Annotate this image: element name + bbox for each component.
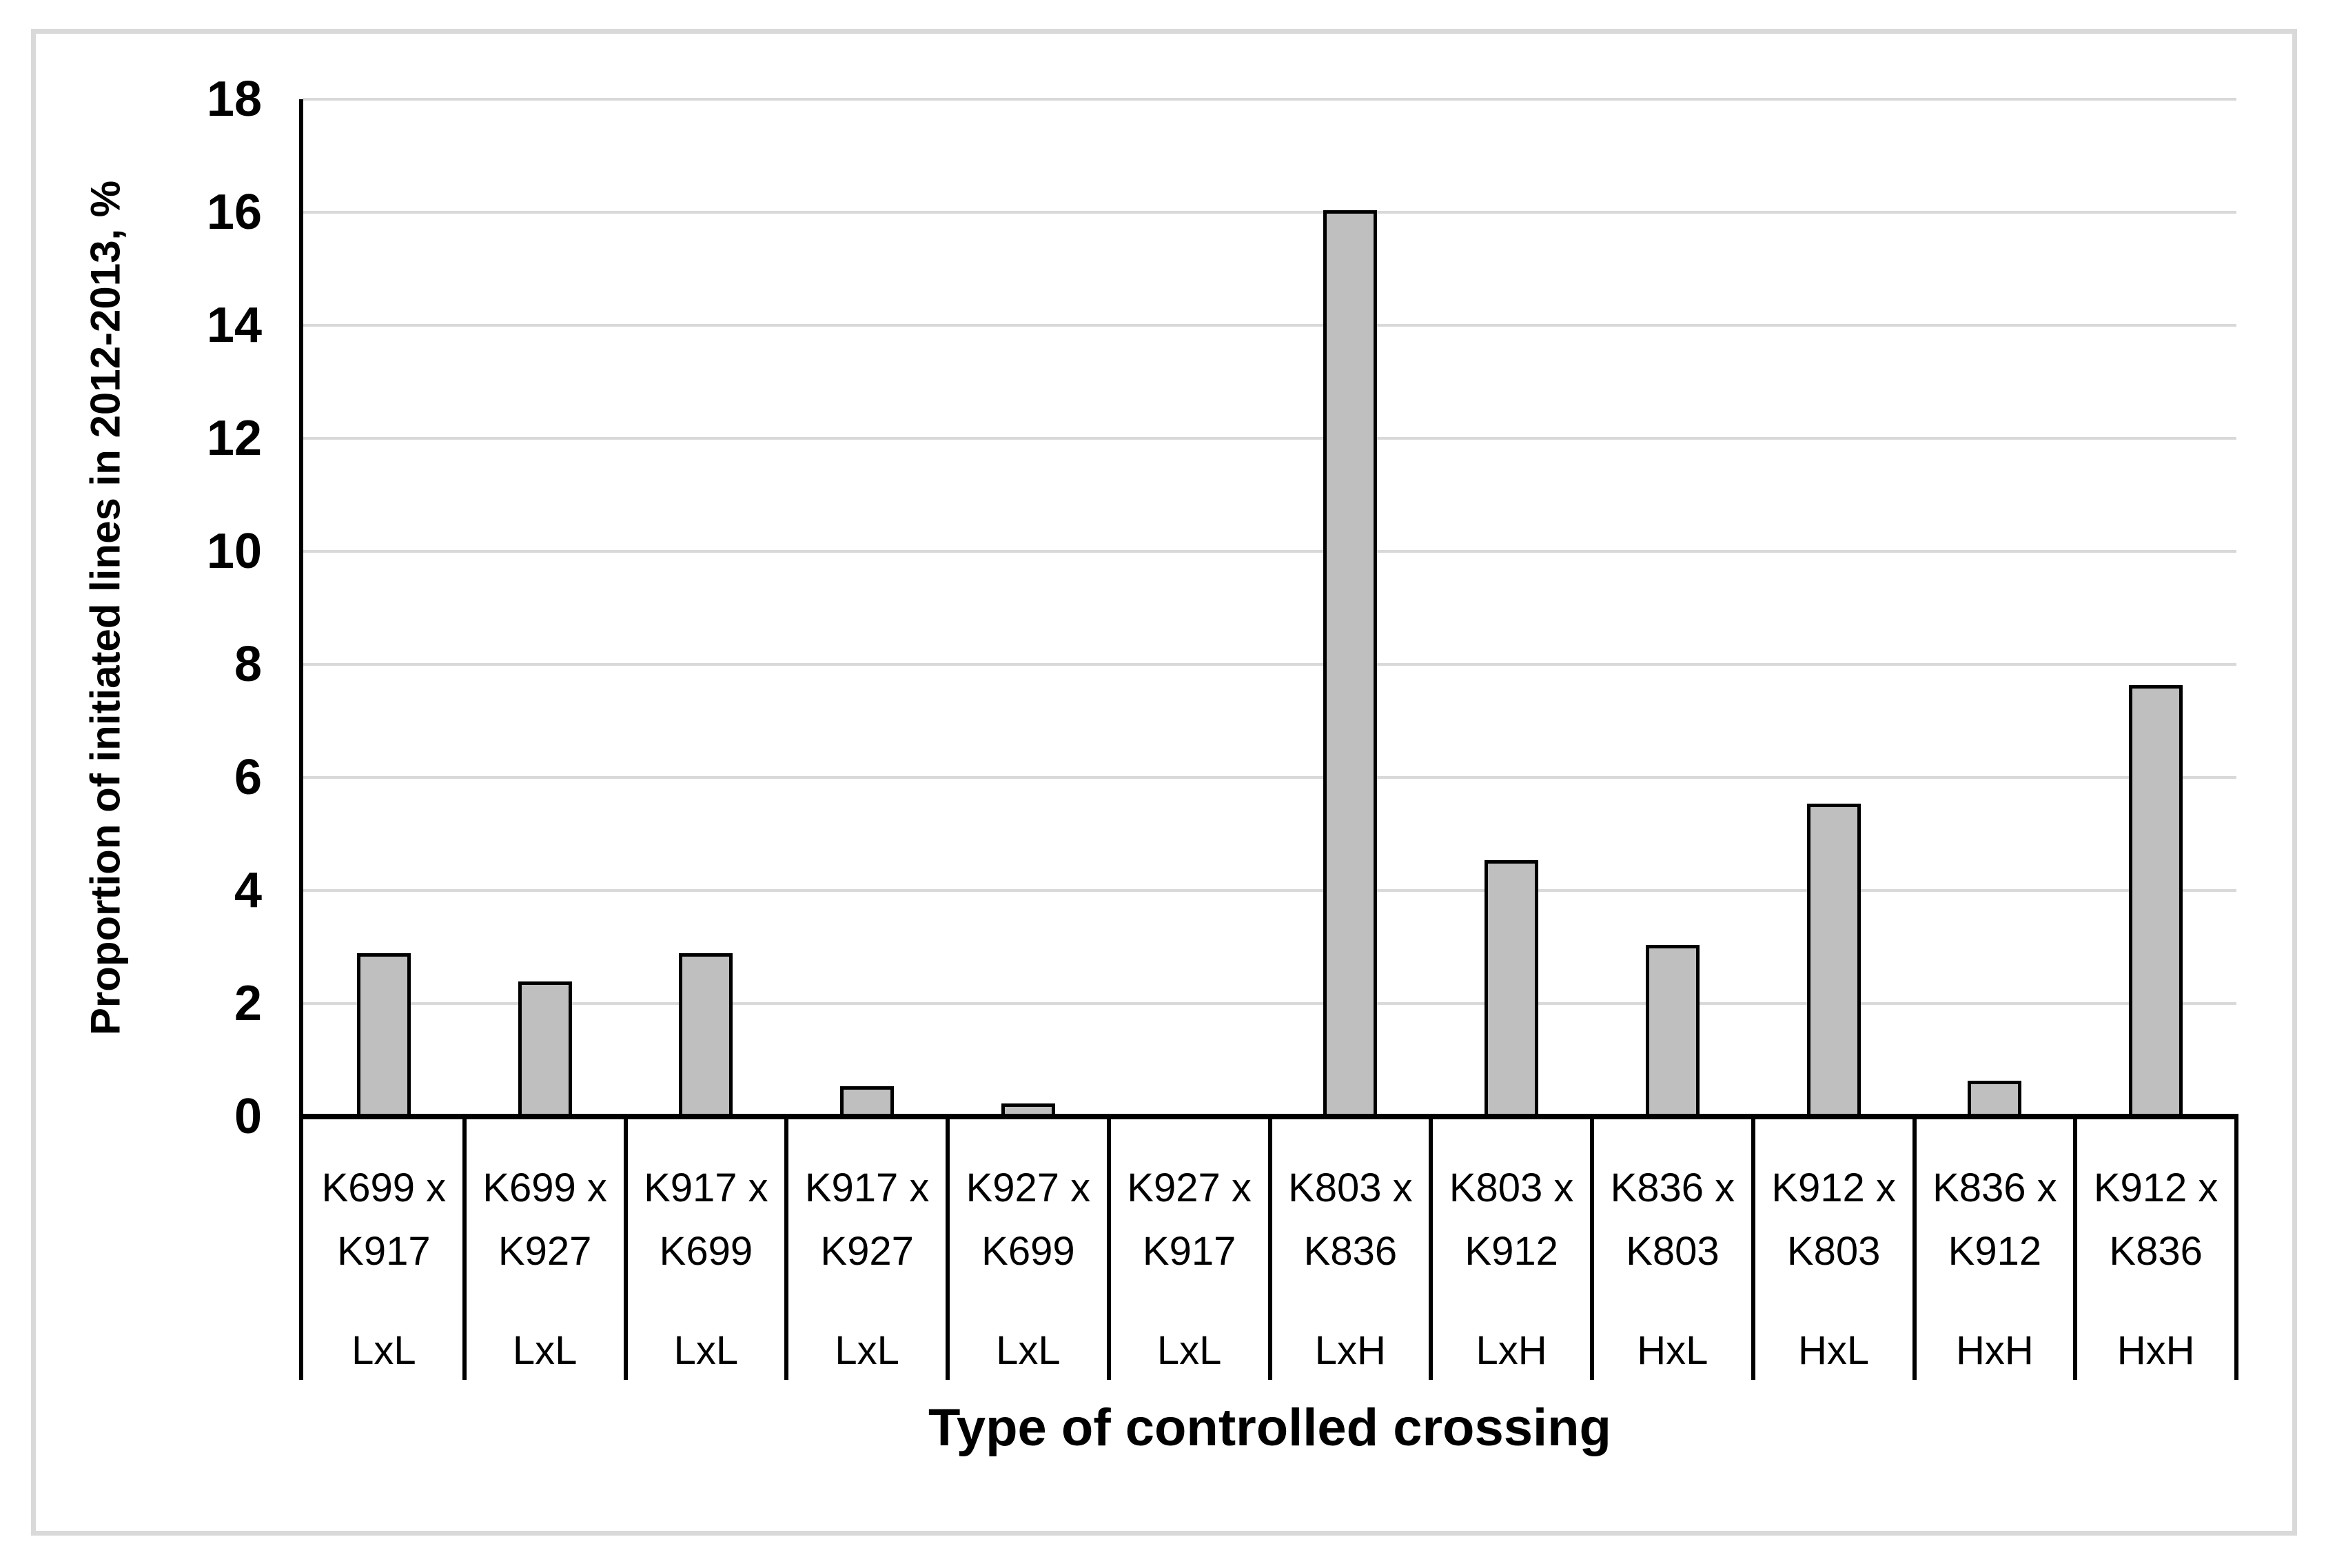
- category-name-line2: K836: [2109, 1229, 2203, 1274]
- category-cell: K917 x K699 LxL: [626, 1117, 787, 1380]
- y-gridline: [303, 324, 2236, 327]
- category-type-label: HxH: [2116, 1328, 2195, 1373]
- category-box-border: [1267, 1117, 1272, 1380]
- category-box-border: [1429, 1117, 1434, 1380]
- category-box-border: [1106, 1117, 1111, 1380]
- category-cell: K803 x K912 LxH: [1431, 1117, 1592, 1380]
- category-name-line1: K836 x: [1610, 1165, 1735, 1210]
- category-name-line1: K927 x: [966, 1165, 1091, 1210]
- bar: [1645, 945, 1700, 1118]
- bar: [2129, 684, 2183, 1118]
- category-type-label: LxL: [512, 1328, 578, 1373]
- category-name-line2: K912: [1948, 1229, 2042, 1274]
- category-type-label: LxH: [1476, 1328, 1547, 1373]
- category-box-border: [1751, 1117, 1755, 1380]
- category-name-line2: K912: [1465, 1229, 1558, 1274]
- y-gridline: [303, 550, 2236, 553]
- category-name-line1: K803 x: [1449, 1165, 1574, 1210]
- category-name-line2: K803: [1786, 1229, 1881, 1274]
- bar: [679, 953, 733, 1118]
- bar: [518, 981, 572, 1118]
- category-name-line1: K699 x: [482, 1165, 607, 1210]
- category-type-label: HxL: [1798, 1328, 1870, 1373]
- category-name-line1: K912 x: [1771, 1165, 1896, 1210]
- y-tick-label: 8: [234, 637, 262, 692]
- category-cell: K836 x K803 HxL: [1592, 1117, 1753, 1380]
- category-name-line2: K699: [659, 1229, 753, 1274]
- y-axis-line: [299, 99, 303, 1380]
- category-cell: K699 x K927 LxL: [465, 1117, 626, 1380]
- category-cell: K917 x K927 LxL: [786, 1117, 948, 1380]
- category-cell: K927 x K699 LxL: [948, 1117, 1109, 1380]
- bar: [1323, 210, 1378, 1118]
- bar: [1806, 804, 1861, 1118]
- category-name-line1: K927 x: [1127, 1165, 1252, 1210]
- x-axis-line: [299, 1114, 2238, 1119]
- category-box-border: [462, 1117, 467, 1380]
- category-name-line2: K699: [981, 1229, 1075, 1274]
- category-type-label: LxL: [1156, 1328, 1222, 1373]
- category-type-label: LxL: [835, 1328, 899, 1373]
- category-name-line2: K836: [1303, 1229, 1398, 1274]
- category-box-border: [1590, 1117, 1594, 1380]
- category-box-border: [784, 1117, 789, 1380]
- category-box-border: [946, 1117, 950, 1380]
- category-name-line1: K912 x: [2093, 1165, 2218, 1210]
- bar: [356, 953, 411, 1118]
- y-tick-label: 14: [206, 298, 262, 353]
- y-gridline: [303, 889, 2236, 892]
- category-cell: K803 x K836 LxH: [1270, 1117, 1431, 1380]
- category-type-label: LxL: [351, 1328, 416, 1373]
- category-name-line2: K803: [1626, 1229, 1720, 1274]
- y-gridline: [303, 211, 2236, 214]
- y-tick-label: 2: [234, 976, 262, 1031]
- category-cell: K836 x K912 HxH: [1915, 1117, 2076, 1380]
- category-box-border: [2073, 1117, 2078, 1380]
- category-cell: K912 x K803 HxL: [1753, 1117, 1915, 1380]
- category-name-line2: K927: [498, 1229, 592, 1274]
- figure-border: [31, 29, 2297, 1536]
- category-cell: K927 x K917 LxL: [1109, 1117, 1270, 1380]
- y-tick-label: 10: [206, 524, 262, 579]
- y-tick-label: 4: [234, 863, 262, 918]
- y-axis-title-wrap: Proportion of initiated lines in 2012-20…: [61, 99, 150, 1117]
- category-cell: K912 x K836 HxH: [2075, 1117, 2236, 1380]
- category-cell: K699 x K917 LxL: [303, 1117, 465, 1380]
- y-gridline: [303, 437, 2236, 440]
- y-gridline: [303, 663, 2236, 666]
- category-name-line2: K917: [1142, 1229, 1236, 1274]
- category-name-line1: K917 x: [644, 1165, 768, 1210]
- y-tick-label: 6: [234, 750, 262, 805]
- bar: [1485, 860, 1539, 1118]
- category-name-line1: K836 x: [1932, 1165, 2057, 1210]
- category-type-label: LxL: [996, 1328, 1061, 1373]
- category-type-label: LxL: [673, 1328, 739, 1373]
- y-gridline: [303, 1002, 2236, 1005]
- y-tick-label: 12: [206, 411, 262, 466]
- y-tick-label: 0: [234, 1089, 262, 1144]
- category-type-label: LxH: [1314, 1328, 1386, 1373]
- category-box-border: [623, 1117, 628, 1380]
- y-gridline: [303, 776, 2236, 779]
- category-box-border: [1912, 1117, 1917, 1380]
- y-gridline: [303, 98, 2236, 101]
- category-name-line1: K699 x: [321, 1165, 447, 1210]
- y-tick-label: 16: [206, 185, 262, 240]
- category-name-line1: K803 x: [1288, 1165, 1413, 1210]
- bar: [1968, 1080, 2022, 1118]
- category-name-line2: K917: [337, 1229, 431, 1274]
- y-tick-label: 18: [206, 72, 262, 127]
- category-box-border: [2234, 1117, 2238, 1380]
- category-type-label: HxH: [1955, 1328, 2034, 1373]
- category-name-line2: K927: [820, 1229, 914, 1274]
- x-axis-title: Type of controlled crossing: [928, 1398, 1611, 1457]
- category-type-label: HxL: [1637, 1328, 1708, 1373]
- category-name-line1: K917 x: [804, 1165, 930, 1210]
